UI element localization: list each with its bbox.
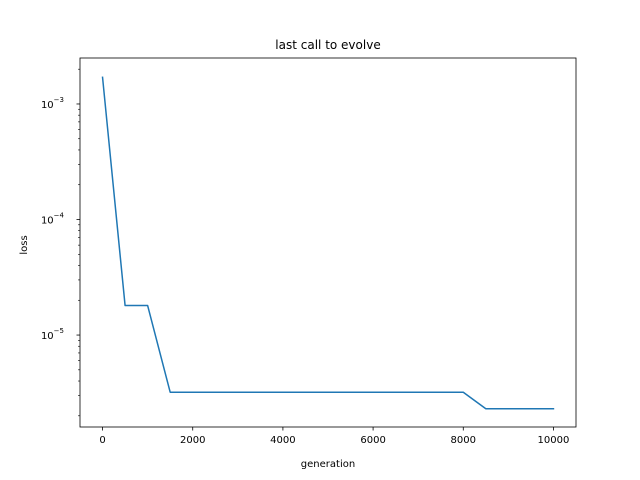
y-tick-label: 10−3 (41, 96, 64, 111)
x-tick-label: 2000 (180, 435, 205, 446)
x-axis-title: generation (301, 459, 355, 470)
x-tick-label: 0 (99, 435, 105, 446)
y-tick-exponent: −3 (54, 96, 64, 104)
series-line-0 (101, 76, 555, 410)
x-tick-label: 8000 (451, 435, 476, 446)
y-tick-label: 10−4 (41, 212, 65, 227)
y-tick-exponent: −4 (54, 212, 65, 220)
y-tick-base: 10 (41, 100, 54, 111)
y-tick-base: 10 (41, 331, 54, 342)
y-tick-label: 10−5 (41, 327, 64, 342)
y-tick-exponent: −5 (54, 327, 64, 335)
y-tick-base: 10 (41, 216, 54, 227)
y-axis-title: loss (19, 235, 30, 254)
x-tick-label: 6000 (360, 435, 385, 446)
chart-title: last call to evolve (275, 38, 380, 52)
x-tick-label: 4000 (270, 435, 295, 446)
axes-frame (79, 57, 577, 428)
x-tick-label: 10000 (538, 435, 570, 446)
plot-area (79, 57, 577, 428)
